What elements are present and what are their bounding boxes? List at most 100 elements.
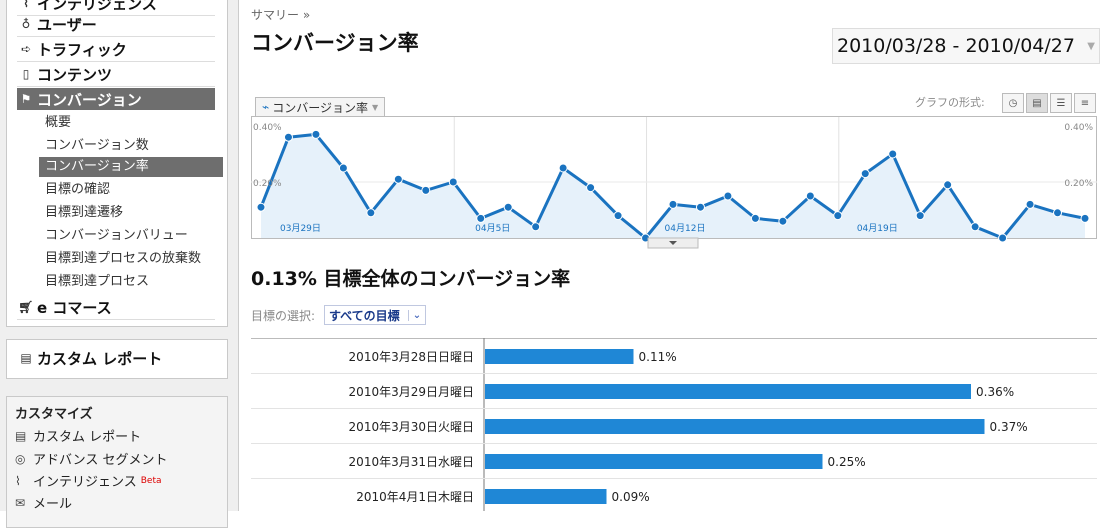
chart-point: [476, 213, 486, 223]
chart-point: [970, 222, 980, 232]
chart-point: [366, 208, 376, 218]
value-label: 0.09%: [612, 490, 650, 504]
y-tick-label-left: 0.20%: [253, 179, 282, 189]
custom-report-panel: ▤ カスタム レポート: [6, 339, 228, 379]
chart-point: [1053, 208, 1063, 218]
nav-traffic[interactable]: ➪ トラフィック: [17, 37, 215, 62]
sub-conversion-rate[interactable]: コンバージョン率: [39, 157, 223, 177]
sub-funnel-visualization[interactable]: 目標到達プロセス: [45, 274, 150, 289]
traffic-icon: ➪: [20, 42, 32, 56]
chart-point: [283, 132, 293, 142]
row-date-label: 2010年4月1日木曜日: [356, 490, 474, 504]
line-chart-icon: ⌁: [262, 100, 270, 114]
chart-point: [1025, 199, 1035, 209]
chart-point: [668, 199, 678, 209]
value-bar: [485, 419, 985, 434]
conversion-rate-chart: 0.40% 0.20% 0.40% 0.20% 03月29日 04月5日 04月12日 04月…: [251, 116, 1097, 249]
beta-badge: Beta: [140, 475, 162, 486]
report-icon: ▤: [20, 351, 32, 365]
value-bar: [485, 489, 607, 504]
date-range-value: 2010/03/28 - 2010/04/27: [837, 35, 1075, 57]
graph-timeline-button[interactable]: ▤: [1026, 93, 1048, 113]
content-icon: ▯: [22, 67, 30, 81]
value-label: 0.37%: [990, 420, 1028, 434]
chart-area-fill: [261, 134, 1085, 238]
customize-title: カスタマイズ: [15, 407, 93, 422]
timeline-icon: ▤: [1032, 97, 1042, 109]
nav-users[interactable]: ♁ ユーザー: [17, 12, 215, 37]
chart-point: [943, 180, 953, 190]
chevron-down-icon: ▼: [1087, 40, 1095, 52]
sub-overview[interactable]: 概要: [45, 115, 72, 130]
chart-point: [311, 129, 321, 139]
value-label: 0.36%: [976, 385, 1014, 399]
chart-point: [503, 202, 513, 212]
nav-ecommerce[interactable]: 🛒︎ e コマース: [17, 295, 215, 320]
nav-intelligence-cut[interactable]: ⌇ インテリジェンス: [17, 0, 215, 16]
chart-point: [256, 202, 266, 212]
report-nav-panel: ⌇ インテリジェンス ♁ ユーザー ➪ トラフィック ▯ コンテンツ ⚑ コンバージョン …: [6, 0, 228, 327]
graph-bar-button[interactable]: ☰: [1050, 93, 1072, 113]
chart-point: [750, 213, 760, 223]
chart-point: [805, 191, 815, 201]
flag-icon: ⚑: [20, 92, 32, 106]
chart-point: [558, 163, 568, 173]
customize-email-link[interactable]: ✉ メール: [15, 495, 73, 513]
chart-point: [723, 191, 733, 201]
row-date-label: 2010年3月29日月曜日: [349, 385, 474, 399]
value-bar: [485, 454, 823, 469]
daily-conversion-bar-table: 2010年3月28日日曜日 0.11% 2010年3月29日月曜日 0.36% 2010…: [251, 338, 1097, 511]
chart-point: [393, 174, 403, 184]
chart-point: [888, 149, 898, 159]
sub-goal-value[interactable]: コンバージョンバリュー: [45, 228, 188, 243]
row-date-label: 2010年3月30日火曜日: [349, 420, 474, 434]
chart-point: [448, 177, 458, 187]
clock-icon: ◷: [1008, 97, 1018, 109]
chart-point: [613, 211, 623, 221]
sub-funnel-abandonment[interactable]: 目標到達プロセスの放棄数: [45, 251, 202, 266]
nav-conversions[interactable]: ⚑ コンバージョン: [17, 88, 215, 110]
chart-point: [778, 216, 788, 226]
chevron-down-icon: ⌄: [407, 309, 421, 321]
chevron-down-icon: [669, 241, 677, 245]
report-icon: ▤: [15, 428, 27, 443]
graph-table-button[interactable]: ≡: [1074, 93, 1096, 113]
nav-custom-report[interactable]: ▤ カスタム レポート: [17, 346, 215, 370]
page-title: コンバージョン率: [251, 31, 419, 55]
total-conversion-rate: 0.13% 目標全体のコンバージョン率: [251, 268, 571, 290]
chart-point: [998, 233, 1008, 243]
value-label: 0.11%: [639, 350, 677, 364]
chart-point: [833, 211, 843, 221]
segment-icon: ◎: [15, 451, 26, 466]
customize-panel: カスタマイズ ▤ カスタム レポート ◎ アドバンス セグメント ⌇ インテリジェンス…: [6, 396, 228, 528]
customize-advanced-segments-link[interactable]: ◎ アドバンス セグメント: [15, 451, 168, 469]
main-content: サマリー » コンバージョン率 2010/03/28 - 2010/04/27 …: [239, 0, 1101, 511]
sidebar: ⌇ インテリジェンス ♁ ユーザー ➪ トラフィック ▯ コンテンツ ⚑ コンバージョン …: [0, 0, 238, 528]
graph-motion-button[interactable]: ◷: [1002, 93, 1024, 113]
customize-intelligence-link[interactable]: ⌇ インテリジェンス Beta: [15, 473, 162, 491]
chart-point: [531, 222, 541, 232]
nav-content[interactable]: ▯ コンテンツ: [17, 62, 215, 87]
customize-custom-report-link[interactable]: ▤ カスタム レポート: [15, 428, 142, 446]
sub-goal-verification[interactable]: 目標の確認: [45, 182, 111, 197]
row-date-label: 2010年3月28日日曜日: [349, 350, 474, 364]
breadcrumb[interactable]: サマリー »: [251, 8, 311, 22]
value-label: 0.25%: [828, 455, 866, 469]
x-tick-label: 03月29日: [280, 223, 321, 234]
value-bar: [485, 349, 634, 364]
chart-point: [695, 202, 705, 212]
graph-format-label: グラフの形式:: [915, 96, 985, 109]
chart-point: [915, 211, 925, 221]
intelligence-icon: ⌇: [23, 0, 29, 10]
sub-conversions-count[interactable]: コンバージョン数: [45, 138, 149, 153]
user-icon: ♁: [21, 17, 31, 31]
graph-metric-selector[interactable]: ⌁ コンバージョン率 ▼: [255, 97, 386, 116]
date-range-picker[interactable]: 2010/03/28 - 2010/04/27 ▼: [832, 28, 1100, 64]
value-bar: [485, 384, 971, 399]
bar-view-icon: ☰: [1056, 97, 1066, 109]
y-tick-label-left: 0.40%: [253, 123, 282, 133]
goal-select[interactable]: すべての目標 ⌄: [324, 305, 427, 325]
x-tick-label: 04月5日: [475, 223, 510, 234]
cart-icon: 🛒︎: [18, 300, 34, 314]
sub-reverse-goal-path[interactable]: 目標到達遷移: [45, 205, 124, 220]
